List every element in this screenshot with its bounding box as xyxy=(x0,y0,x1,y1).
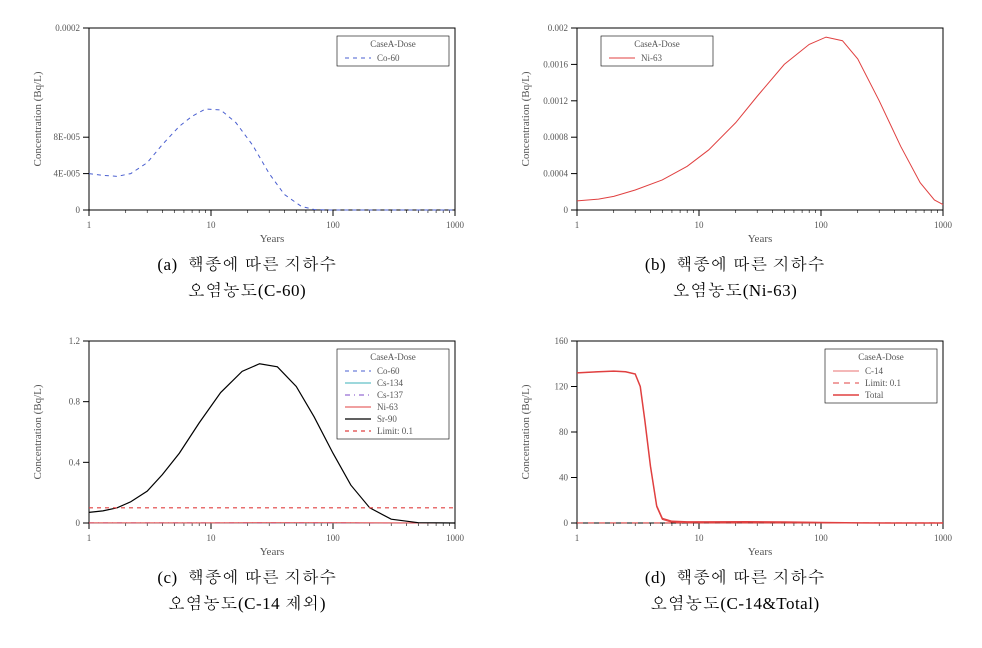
svg-text:120: 120 xyxy=(555,381,569,391)
svg-text:100: 100 xyxy=(326,220,340,230)
panel-b: 1 10 100 1000 Years 0 0.0004 0.0008 0.0012 0.0016… xyxy=(504,16,966,305)
svg-text:1: 1 xyxy=(575,220,580,230)
caption-b-line2: 오염농도(Ni-63) xyxy=(673,281,797,300)
chart-a: 1 10 100 1000 Years 0 4E-005 8E-005 0.0002 Concen… xyxy=(27,16,467,246)
figure-grid: 1101001000Years04E-0058E-0050.0002Concen… xyxy=(16,16,966,617)
svg-text:1: 1 xyxy=(87,220,92,230)
caption-b: (b) 핵종에 따른 지하수 오염농도(Ni-63) xyxy=(645,252,825,305)
svg-text:0.8: 0.8 xyxy=(69,396,81,406)
svg-text:Years: Years xyxy=(260,546,285,558)
caption-c-letter: (c) xyxy=(157,568,177,587)
chart-b: 1 10 100 1000 Years 0 0.0004 0.0008 0.0012 0.0016… xyxy=(515,16,955,246)
caption-a-line1: 핵종에 따른 지하수 xyxy=(187,255,337,274)
svg-text:100: 100 xyxy=(814,533,828,543)
svg-text:0: 0 xyxy=(76,518,81,528)
svg-text:1000: 1000 xyxy=(446,220,465,230)
svg-text:Concentration (Bq/L): Concentration (Bq/L) xyxy=(32,71,44,166)
svg-text:1000: 1000 xyxy=(934,220,953,230)
svg-text:0: 0 xyxy=(564,518,569,528)
panel-d: 1 10 100 1000 Years 0 40 80 120 160 Concentration … xyxy=(504,329,966,618)
svg-text:4E-005: 4E-005 xyxy=(54,169,81,179)
svg-text:0: 0 xyxy=(564,205,569,215)
svg-text:CaseA-Dose: CaseA-Dose xyxy=(858,352,904,362)
svg-text:Years: Years xyxy=(748,546,773,558)
panel-c: 1 10 100 1000 Years 0 0.4 0.8 1.2 Concentration (… xyxy=(16,329,478,618)
svg-text:Limit: 0.1: Limit: 0.1 xyxy=(865,378,901,388)
svg-text:100: 100 xyxy=(814,220,828,230)
svg-text:Cs-134: Cs-134 xyxy=(377,378,404,388)
caption-c: (c) 핵종에 따른 지하수 오염농도(C-14 제외) xyxy=(157,565,336,618)
caption-b-letter: (b) xyxy=(645,255,666,274)
caption-a: (a) 핵종에 따른 지하수 오염농도(C-60) xyxy=(157,252,336,305)
caption-b-line1: 핵종에 따른 지하수 xyxy=(676,255,826,274)
caption-d: (d) 핵종에 따른 지하수 오염농도(C-14&Total) xyxy=(645,565,825,618)
svg-text:Ni-63: Ni-63 xyxy=(377,402,398,412)
svg-text:CaseA-Dose: CaseA-Dose xyxy=(370,39,416,49)
svg-text:10: 10 xyxy=(695,533,705,543)
caption-d-line1: 핵종에 따른 지하수 xyxy=(676,568,826,587)
svg-text:0.0012: 0.0012 xyxy=(543,96,568,106)
svg-text:160: 160 xyxy=(555,336,569,346)
svg-text:0: 0 xyxy=(76,205,81,215)
chart-c: 1 10 100 1000 Years 0 0.4 0.8 1.2 Concentration (… xyxy=(27,329,467,559)
svg-text:Years: Years xyxy=(260,233,285,245)
svg-text:1: 1 xyxy=(87,533,92,543)
svg-text:C-14: C-14 xyxy=(865,366,884,376)
svg-text:8E-005: 8E-005 xyxy=(54,132,81,142)
caption-a-line2: 오염농도(C-60) xyxy=(188,281,306,300)
svg-text:0.0008: 0.0008 xyxy=(543,132,568,142)
caption-d-letter: (d) xyxy=(645,568,666,587)
svg-text:Concentration (Bq/L): Concentration (Bq/L) xyxy=(520,71,532,166)
svg-text:Years: Years xyxy=(748,233,773,245)
svg-text:0.0016: 0.0016 xyxy=(543,59,568,69)
svg-text:1.2: 1.2 xyxy=(69,336,80,346)
svg-text:Total: Total xyxy=(865,390,884,400)
svg-text:0.4: 0.4 xyxy=(69,457,81,467)
svg-text:Limit: 0.1: Limit: 0.1 xyxy=(377,426,413,436)
svg-text:40: 40 xyxy=(559,472,569,482)
svg-text:80: 80 xyxy=(559,427,569,437)
caption-c-line2: 오염농도(C-14 제외) xyxy=(168,594,326,613)
svg-text:1000: 1000 xyxy=(934,533,953,543)
svg-text:0.0004: 0.0004 xyxy=(543,169,568,179)
svg-text:Ni-63: Ni-63 xyxy=(641,53,662,63)
svg-text:10: 10 xyxy=(695,220,705,230)
svg-text:CaseA-Dose: CaseA-Dose xyxy=(634,39,680,49)
panel-a: 1 10 100 1000 Years 0 4E-005 8E-005 0.0002 Concen… xyxy=(16,16,478,305)
svg-text:Co-60: Co-60 xyxy=(377,366,400,376)
svg-text:1000: 1000 xyxy=(446,533,465,543)
svg-text:10: 10 xyxy=(207,220,217,230)
svg-text:Concentration (Bq/L): Concentration (Bq/L) xyxy=(32,384,44,479)
svg-text:0.0002: 0.0002 xyxy=(55,23,80,33)
svg-text:Sr-90: Sr-90 xyxy=(377,414,397,424)
svg-text:Cs-137: Cs-137 xyxy=(377,390,404,400)
caption-d-line2: 오염농도(C-14&Total) xyxy=(650,594,819,613)
svg-text:Co-60: Co-60 xyxy=(377,53,400,63)
svg-text:1: 1 xyxy=(575,533,580,543)
chart-d: 1 10 100 1000 Years 0 40 80 120 160 Concentration … xyxy=(515,329,955,559)
caption-c-line1: 핵종에 따른 지하수 xyxy=(187,568,337,587)
svg-text:Concentration (Bq/L): Concentration (Bq/L) xyxy=(520,384,532,479)
caption-a-letter: (a) xyxy=(157,255,177,274)
svg-text:0.002: 0.002 xyxy=(548,23,568,33)
svg-text:CaseA-Dose: CaseA-Dose xyxy=(370,352,416,362)
svg-text:100: 100 xyxy=(326,533,340,543)
svg-text:10: 10 xyxy=(207,533,217,543)
